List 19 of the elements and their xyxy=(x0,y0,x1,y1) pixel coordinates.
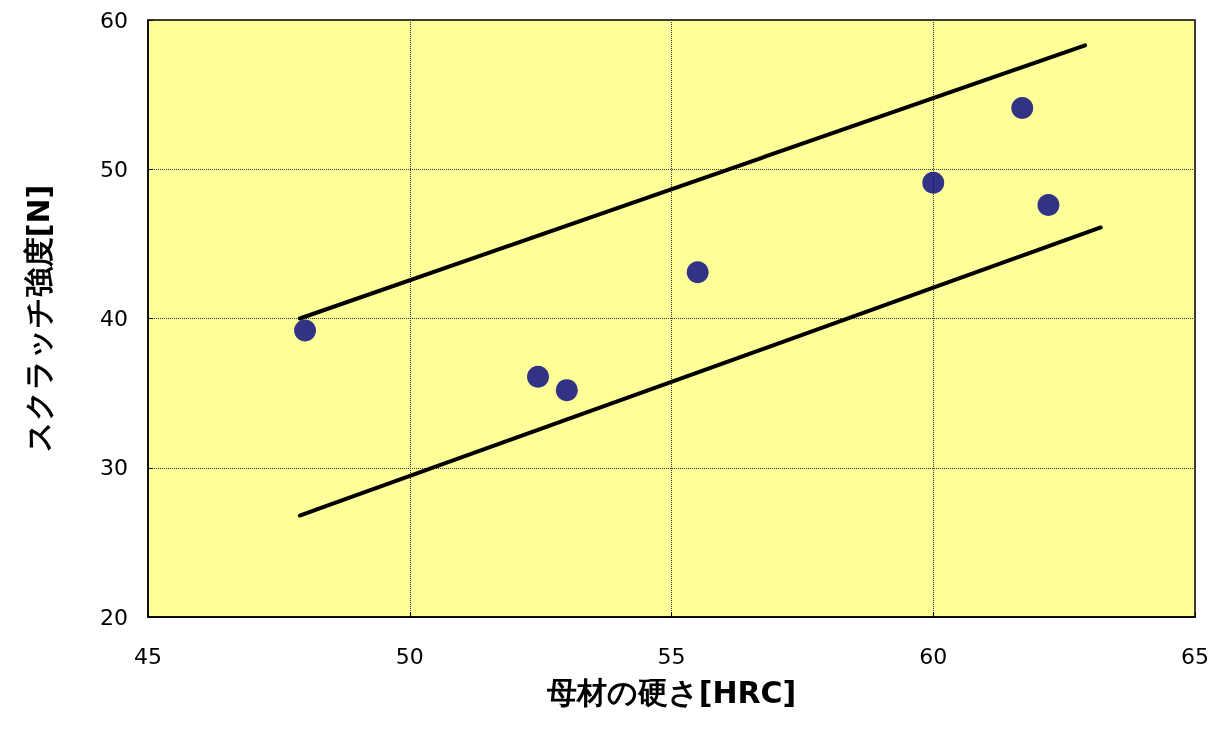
point xyxy=(1011,97,1034,120)
x-tick-label: 60 xyxy=(919,643,948,669)
point xyxy=(555,379,578,402)
x-tick-label: 55 xyxy=(657,643,686,669)
y-tick-label: 60 xyxy=(100,7,128,33)
y-axis-title: スクラッチ強度[N] xyxy=(20,184,56,453)
y-tick-label: 30 xyxy=(100,455,128,481)
point xyxy=(294,319,317,342)
x-tick-label: 50 xyxy=(395,643,424,669)
point xyxy=(527,365,550,388)
point xyxy=(922,171,945,194)
y-tick-label: 50 xyxy=(100,156,128,182)
y-tick-label: 20 xyxy=(100,604,128,630)
y-tick-label: 40 xyxy=(100,306,128,331)
x-axis-title: 母材の硬さ[HRC] xyxy=(545,674,797,710)
point xyxy=(686,261,709,284)
point xyxy=(1037,194,1060,217)
x-tick-label: 65 xyxy=(1181,643,1209,669)
x-tick-label: 45 xyxy=(134,643,162,669)
